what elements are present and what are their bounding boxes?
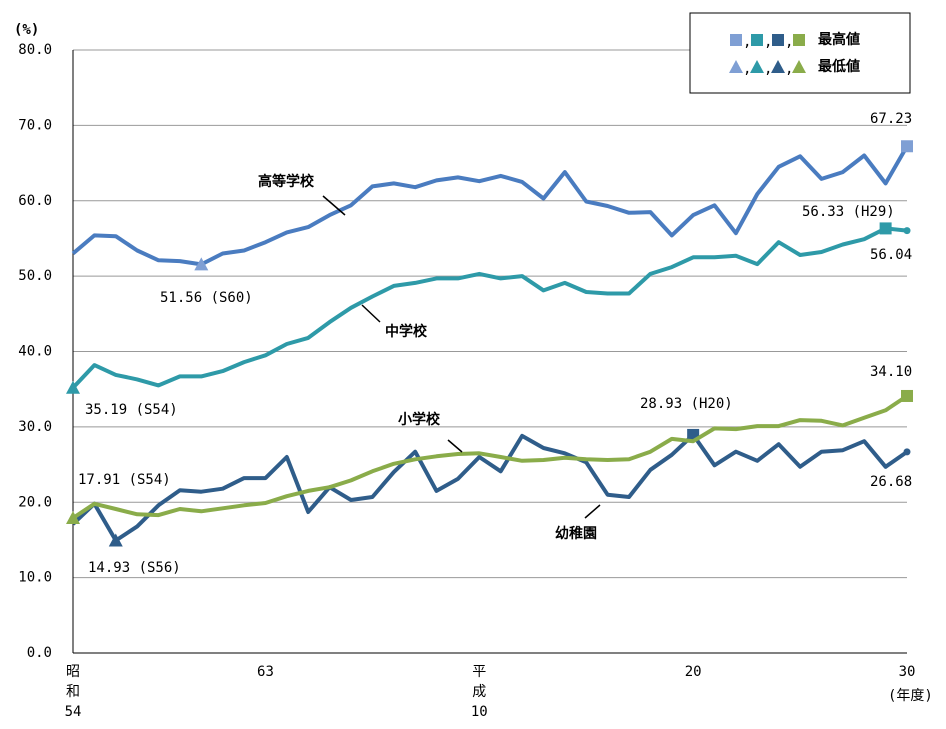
series-line xyxy=(71,432,909,543)
max-marker xyxy=(901,140,913,153)
y-tick-label: 70.0 xyxy=(18,117,52,133)
legend-separator: , xyxy=(785,34,793,50)
y-tick-label: 10.0 xyxy=(18,570,52,586)
legend-separator: , xyxy=(785,61,793,77)
data-annotation: 26.68 xyxy=(870,474,912,490)
legend-marker xyxy=(750,60,764,73)
x-tick-label: 63 xyxy=(257,664,274,680)
min-marker xyxy=(66,380,80,394)
x-tick-label: 昭和54 xyxy=(64,664,82,720)
y-tick-label: 40.0 xyxy=(18,344,52,360)
x-tick-label: 30 xyxy=(898,664,916,680)
data-annotation: 28.93 (H20) xyxy=(640,396,733,412)
end-point xyxy=(903,448,911,456)
legend-box xyxy=(689,12,911,94)
leader-line xyxy=(322,195,346,216)
y-tick-label: 30.0 xyxy=(18,419,52,435)
data-annotation: 67.23 xyxy=(870,111,912,127)
legend-marker xyxy=(792,60,806,73)
series-label: 中学校 xyxy=(385,323,428,340)
y-tick-label: 50.0 xyxy=(18,268,52,284)
end-point xyxy=(903,227,911,235)
legend-marker xyxy=(772,34,784,46)
x-axis-label: (年度) xyxy=(888,688,933,704)
legend-separator: , xyxy=(743,61,751,77)
leader-line xyxy=(447,439,463,453)
leader-line xyxy=(361,304,381,323)
legend-separator: , xyxy=(764,61,772,77)
legend-label: 最低値 xyxy=(818,58,860,75)
leader-line xyxy=(584,504,601,519)
y-tick-label: 60.0 xyxy=(18,193,52,209)
data-annotation: 51.56 (S60) xyxy=(160,290,253,306)
legend-marker xyxy=(729,60,743,73)
y-tick-label: 20.0 xyxy=(18,494,52,510)
y-axis-label: (%) xyxy=(14,22,39,38)
series-label: 幼稚園 xyxy=(555,525,597,542)
legend-marker xyxy=(751,34,763,46)
legend-separator: , xyxy=(743,34,751,50)
legend-marker xyxy=(793,34,805,46)
max-marker xyxy=(879,222,892,235)
data-annotation: 56.33 (H29) xyxy=(802,204,895,220)
min-marker xyxy=(66,511,80,525)
max-marker xyxy=(901,389,913,402)
series-line xyxy=(71,394,909,520)
data-annotation: 14.93 (S56) xyxy=(88,560,181,576)
data-annotation: 34.10 xyxy=(870,364,912,380)
series-line xyxy=(71,145,909,267)
x-tick-label: 平成10 xyxy=(470,664,488,720)
data-annotation: 35.19 (S54) xyxy=(85,402,178,418)
min-marker xyxy=(108,533,123,547)
legend-label: 最高値 xyxy=(818,31,860,48)
legend-separator: , xyxy=(764,34,772,50)
series-label: 高等学校 xyxy=(258,173,315,190)
data-annotation: 17.91 (S54) xyxy=(78,472,171,488)
data-annotation: 56.04 xyxy=(870,247,912,263)
legend-marker xyxy=(771,60,785,73)
min-marker xyxy=(194,257,209,271)
legend-marker xyxy=(730,34,742,46)
y-tick-label: 0.0 xyxy=(27,645,52,661)
series-label: 小学校 xyxy=(398,411,441,428)
y-tick-label: 80.0 xyxy=(18,42,52,58)
x-tick-label: 20 xyxy=(684,664,702,680)
series-line xyxy=(71,226,908,390)
